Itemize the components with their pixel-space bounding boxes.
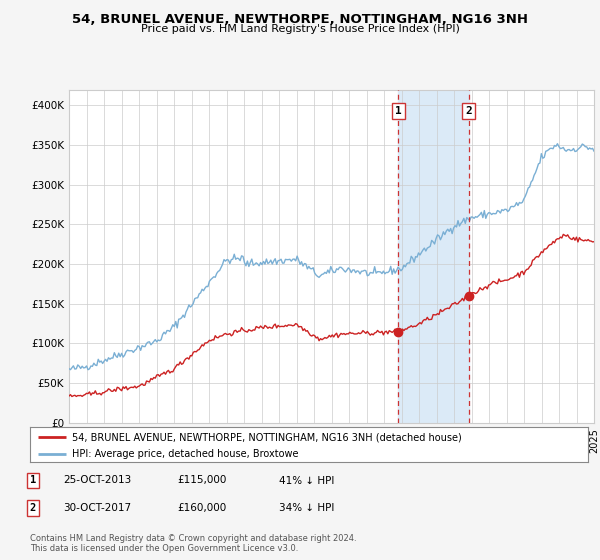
Text: 2: 2 [30,503,36,513]
Text: 2: 2 [465,106,472,116]
Text: Price paid vs. HM Land Registry's House Price Index (HPI): Price paid vs. HM Land Registry's House … [140,24,460,34]
Text: HPI: Average price, detached house, Broxtowe: HPI: Average price, detached house, Brox… [72,449,298,459]
Text: 1: 1 [30,475,36,486]
Text: 34% ↓ HPI: 34% ↓ HPI [279,503,334,513]
Text: 1: 1 [395,106,402,116]
Text: £160,000: £160,000 [177,503,226,513]
Text: 54, BRUNEL AVENUE, NEWTHORPE, NOTTINGHAM, NG16 3NH: 54, BRUNEL AVENUE, NEWTHORPE, NOTTINGHAM… [72,13,528,26]
Text: 41% ↓ HPI: 41% ↓ HPI [279,475,334,486]
Text: 25-OCT-2013: 25-OCT-2013 [63,475,131,486]
Bar [398,90,469,423]
Text: £115,000: £115,000 [177,475,226,486]
Text: 54, BRUNEL AVENUE, NEWTHORPE, NOTTINGHAM, NG16 3NH (detached house): 54, BRUNEL AVENUE, NEWTHORPE, NOTTINGHAM… [72,432,461,442]
Text: 30-OCT-2017: 30-OCT-2017 [63,503,131,513]
Text: This data is licensed under the Open Government Licence v3.0.: This data is licensed under the Open Gov… [30,544,298,553]
Text: Contains HM Land Registry data © Crown copyright and database right 2024.: Contains HM Land Registry data © Crown c… [30,534,356,543]
